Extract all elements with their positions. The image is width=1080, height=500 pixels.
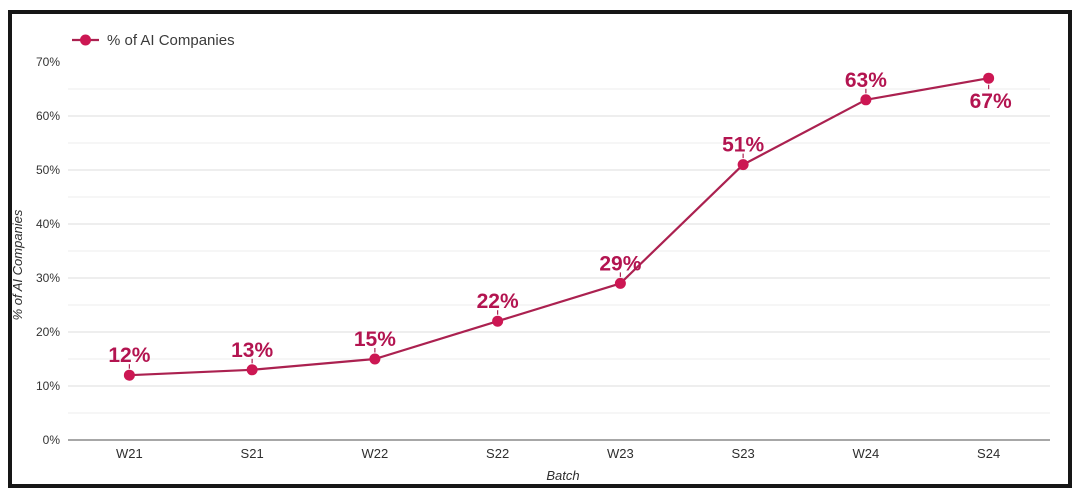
legend-label: % of AI Companies (107, 32, 235, 49)
y-tick-label: 60% (36, 109, 60, 123)
data-point (614, 277, 626, 289)
data-point-label: 13% (231, 339, 273, 362)
x-tick-label: W21 (116, 446, 143, 461)
x-axis-title: Batch (546, 468, 579, 483)
x-tick-label: S23 (732, 446, 755, 461)
data-point-label: 63% (845, 69, 887, 92)
y-axis-title: % of AI Companies (10, 209, 25, 320)
x-tick-label: S22 (486, 446, 509, 461)
tick-labels: 0% 10% 20% 30% 40% 50% 60% 70% W21 S21 W22 S22 W23 S2… (36, 55, 1000, 461)
data-point-labels: 12% 13% 15% 22% 29% 51% 63% 67% (108, 69, 1012, 367)
data-point (492, 315, 504, 327)
data-point (369, 353, 381, 365)
data-point (123, 369, 135, 381)
y-tick-label: 0% (43, 433, 61, 447)
series-line-layer (123, 72, 995, 381)
data-point-label: 15% (354, 328, 396, 351)
y-tick-label: 20% (36, 325, 60, 339)
data-point-label: 51% (722, 134, 764, 157)
legend-marker-icon (80, 34, 91, 46)
data-point-label: 29% (599, 252, 641, 275)
data-point (860, 94, 872, 106)
data-point-label: 12% (108, 344, 150, 367)
series-polyline (129, 77, 989, 377)
x-tick-label: S21 (241, 446, 264, 461)
data-point (737, 159, 749, 171)
x-tick-label: W22 (362, 446, 389, 461)
x-tick-label: W23 (607, 446, 634, 461)
legend: % of AI Companies (72, 32, 235, 49)
y-tick-label: 70% (36, 55, 60, 69)
y-tick-label: 10% (36, 379, 60, 393)
data-point (246, 364, 258, 376)
x-tick-label: S24 (977, 446, 1000, 461)
y-tick-label: 50% (36, 163, 60, 177)
x-tick-label: W24 (853, 446, 880, 461)
gridlines (68, 88, 1050, 414)
data-point (983, 72, 995, 84)
data-point-label: 67% (970, 90, 1012, 113)
y-tick-label: 30% (36, 271, 60, 285)
y-tick-label: 40% (36, 217, 60, 231)
data-point-label: 22% (477, 290, 519, 313)
